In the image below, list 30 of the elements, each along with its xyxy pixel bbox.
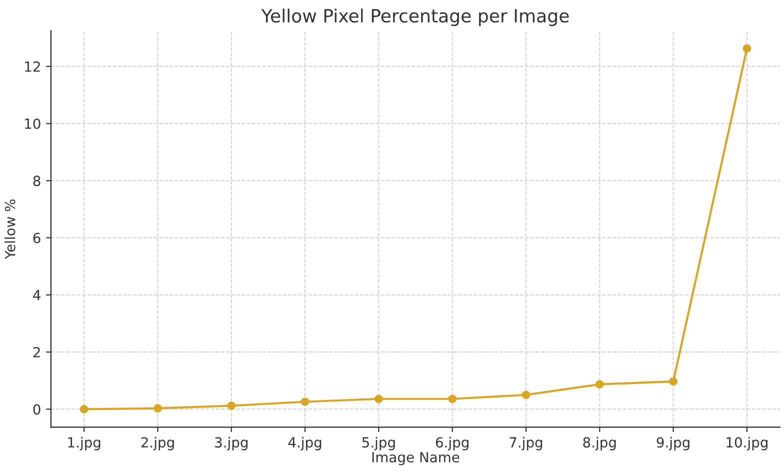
x-tick-label: 4.jpg [288,436,322,450]
chart-title: Yellow Pixel Percentage per Image [261,8,569,26]
y-tick-label: 10 [25,118,40,129]
x-tick-label: 8.jpg [583,436,616,450]
y-tick-label: 0 [33,404,40,415]
point [374,394,383,404]
point [522,390,530,400]
point [300,398,310,406]
x-axis-title: Image Name [372,452,460,466]
x-tick-label: 10.jpg [726,436,768,450]
x-tick-label: 6.jpg [436,436,468,450]
point [80,404,88,414]
y-tick-label: 2 [33,347,40,358]
y-tick-label: 12 [25,61,40,72]
point [227,402,236,410]
y-tick-label: 6 [33,232,40,244]
point [669,377,678,386]
x-tick-label: 2.jpg [141,436,174,450]
x-tick-label: 3.jpg [215,436,248,450]
x-tick-label: 7.jpg [510,436,542,450]
y-axis-title: Yellow % [4,200,16,260]
y-tick-label: 4 [33,290,40,300]
x-tick-label: 5.jpg [362,436,395,450]
point [595,380,604,388]
x-tick-label: 9.jpg [656,436,690,450]
point [448,394,457,404]
x-tick-label: 1.jpg [68,436,100,450]
y-tick-label: 8 [33,176,40,186]
point [742,44,752,53]
point [154,404,162,412]
